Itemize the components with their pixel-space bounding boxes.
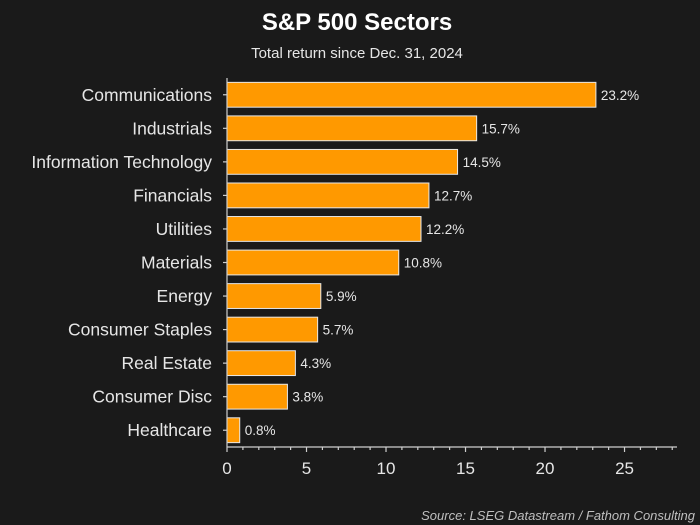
x-tick-label: 5 xyxy=(302,459,311,478)
bars-group: Communications 23.2% Industrials 15.7% Infor… xyxy=(31,81,639,444)
category-label: Information Technology xyxy=(31,152,212,172)
bar xyxy=(226,417,241,444)
bar xyxy=(226,383,288,410)
value-label: 3.8% xyxy=(292,390,323,405)
x-tick-label: 0 xyxy=(222,459,231,478)
chart-subtitle: Total return since Dec. 31, 2024 xyxy=(251,45,463,62)
x-tick-label: 25 xyxy=(615,459,634,478)
value-label: 15.7% xyxy=(482,121,520,136)
bar xyxy=(226,115,478,142)
value-label: 12.2% xyxy=(426,222,464,237)
value-label: 14.5% xyxy=(463,155,501,170)
value-label: 23.2% xyxy=(601,88,639,103)
x-tick-label: 10 xyxy=(377,459,396,478)
category-label: Industrials xyxy=(132,118,212,138)
bar xyxy=(226,316,319,343)
category-label: Financials xyxy=(133,185,212,205)
value-label: 5.9% xyxy=(326,289,357,304)
category-label: Healthcare xyxy=(127,420,212,440)
bar xyxy=(226,249,400,276)
category-label: Materials xyxy=(141,253,212,273)
bar xyxy=(226,182,430,209)
category-label: Consumer Staples xyxy=(68,320,212,340)
chart-title: S&P 500 Sectors xyxy=(262,9,452,36)
category-label: Consumer Disc xyxy=(92,387,212,407)
value-label: 10.8% xyxy=(404,256,442,271)
value-label: 12.7% xyxy=(434,188,472,203)
bar xyxy=(226,283,322,309)
category-label: Real Estate xyxy=(122,353,212,373)
bar xyxy=(226,148,459,175)
value-label: 5.7% xyxy=(323,323,354,338)
category-label: Communications xyxy=(82,85,213,105)
bar xyxy=(226,216,422,242)
category-label: Utilities xyxy=(156,219,213,239)
axes-group: 0 5 10 15 20 25 xyxy=(222,78,677,478)
bar xyxy=(226,350,296,377)
value-label: 0.8% xyxy=(245,423,276,438)
value-label: 4.3% xyxy=(300,356,331,371)
bar xyxy=(226,81,597,108)
x-tick-label: 15 xyxy=(456,459,475,478)
source-note: Source: LSEG Datastream / Fathom Consult… xyxy=(421,508,696,523)
x-tick-label: 20 xyxy=(536,459,555,478)
category-label: Energy xyxy=(157,286,213,306)
